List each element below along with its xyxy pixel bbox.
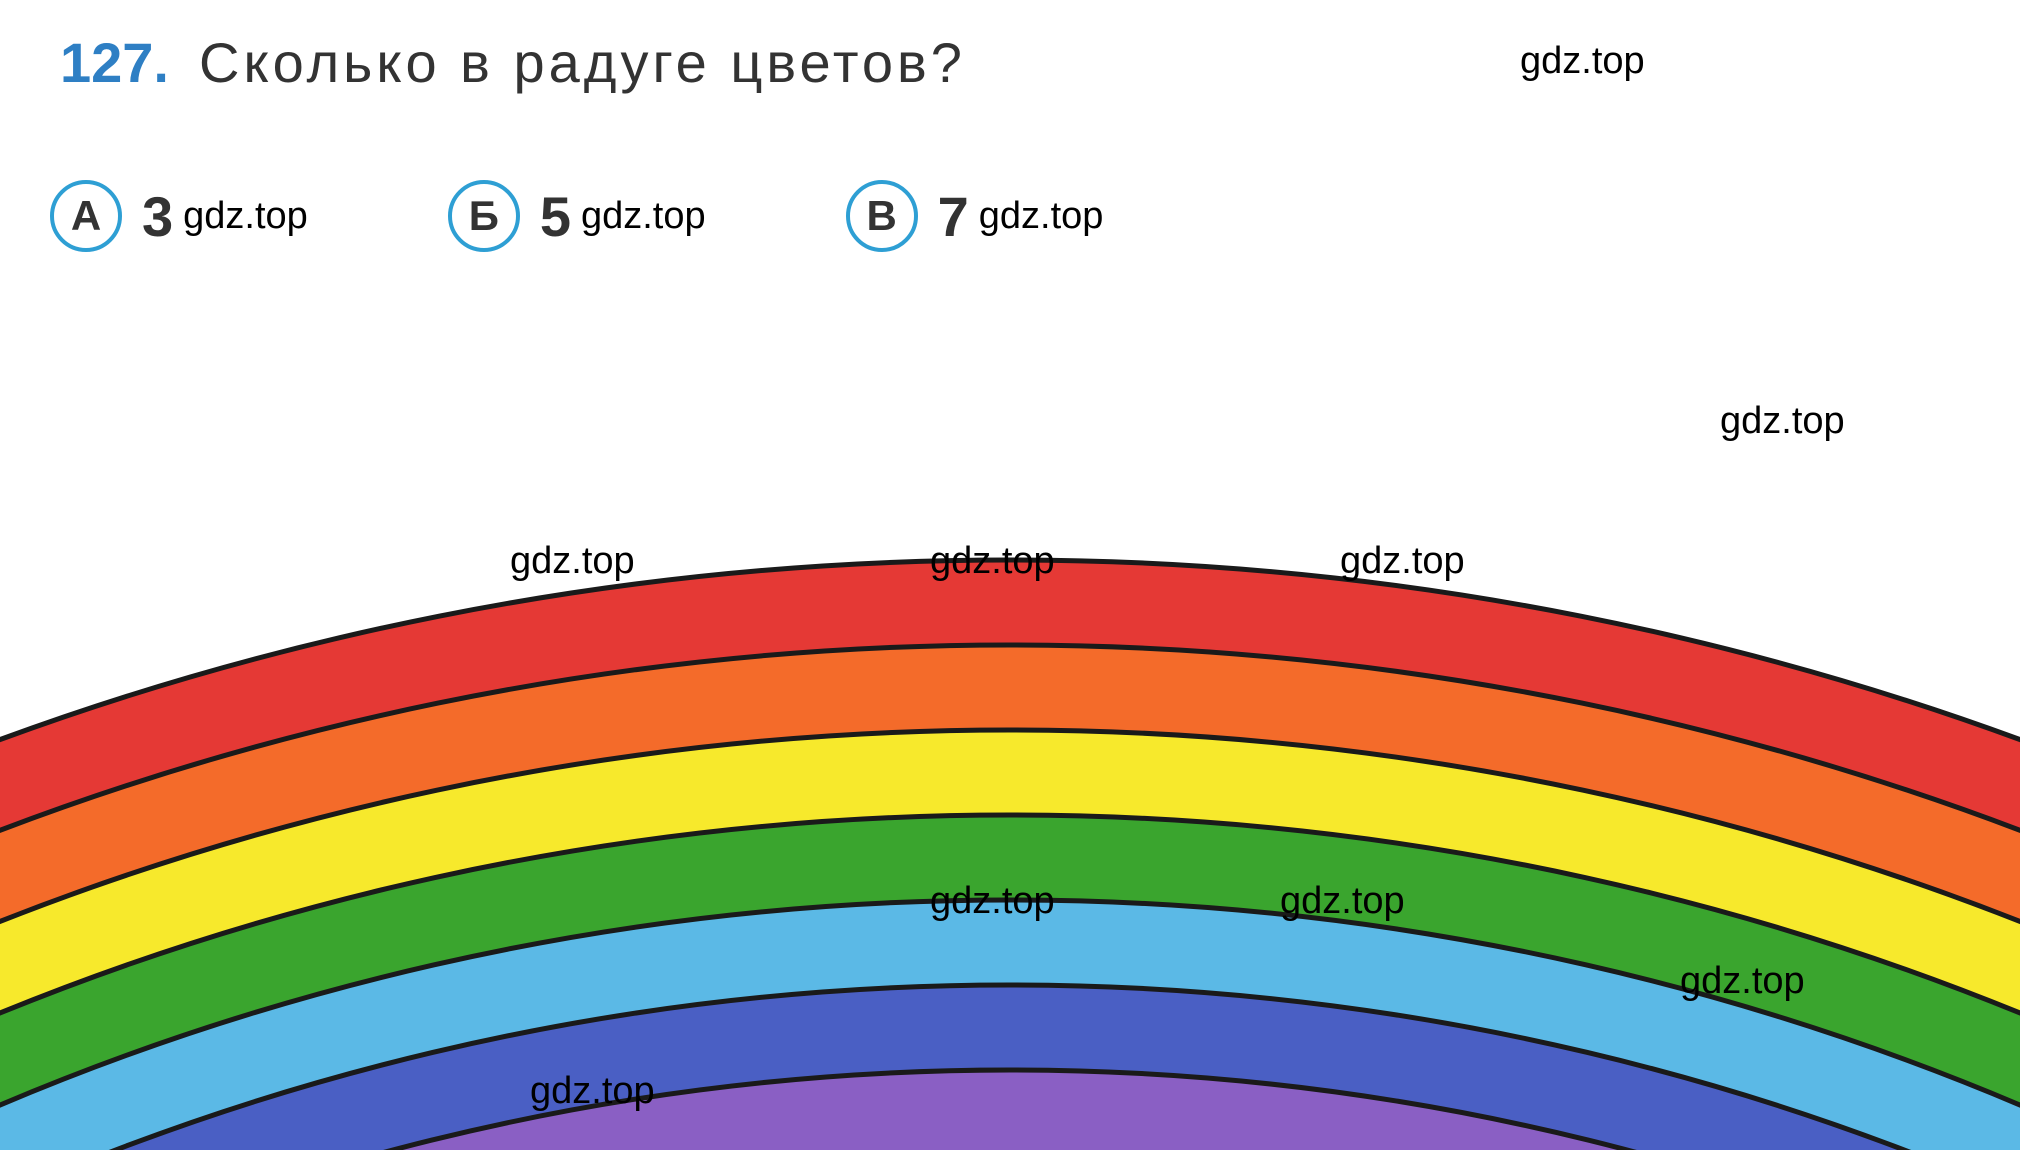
watermark: gdz.top <box>1280 880 1405 923</box>
option-letter-circle: В <box>846 180 918 252</box>
option-value: 7 <box>938 184 969 249</box>
watermark: gdz.top <box>930 880 1055 923</box>
watermark: gdz.top <box>1720 400 1845 443</box>
option-letter-circle: Б <box>448 180 520 252</box>
option-c[interactable]: В 7 gdz.top <box>846 180 1104 252</box>
watermark: gdz.top <box>183 195 308 238</box>
option-value: 5 <box>540 184 571 249</box>
watermark: gdz.top <box>979 195 1104 238</box>
watermark: gdz.top <box>1520 40 1645 83</box>
watermark: gdz.top <box>530 1070 655 1113</box>
watermark: gdz.top <box>1340 540 1465 583</box>
option-letter-circle: А <box>50 180 122 252</box>
watermark: gdz.top <box>510 540 635 583</box>
question-number: 127. <box>60 30 169 95</box>
rainbow-svg <box>0 290 2020 1150</box>
watermark: gdz.top <box>581 195 706 238</box>
watermark: gdz.top <box>1680 960 1805 1003</box>
rainbow-illustration <box>0 290 2020 1150</box>
option-b[interactable]: Б 5 gdz.top <box>448 180 706 252</box>
option-value: 3 <box>142 184 173 249</box>
answer-options: А 3 gdz.top Б 5 gdz.top В 7 gdz.top <box>50 180 1103 252</box>
option-a[interactable]: А 3 gdz.top <box>50 180 308 252</box>
question-text: Сколько в радуге цветов? <box>199 30 966 95</box>
watermark: gdz.top <box>930 540 1055 583</box>
